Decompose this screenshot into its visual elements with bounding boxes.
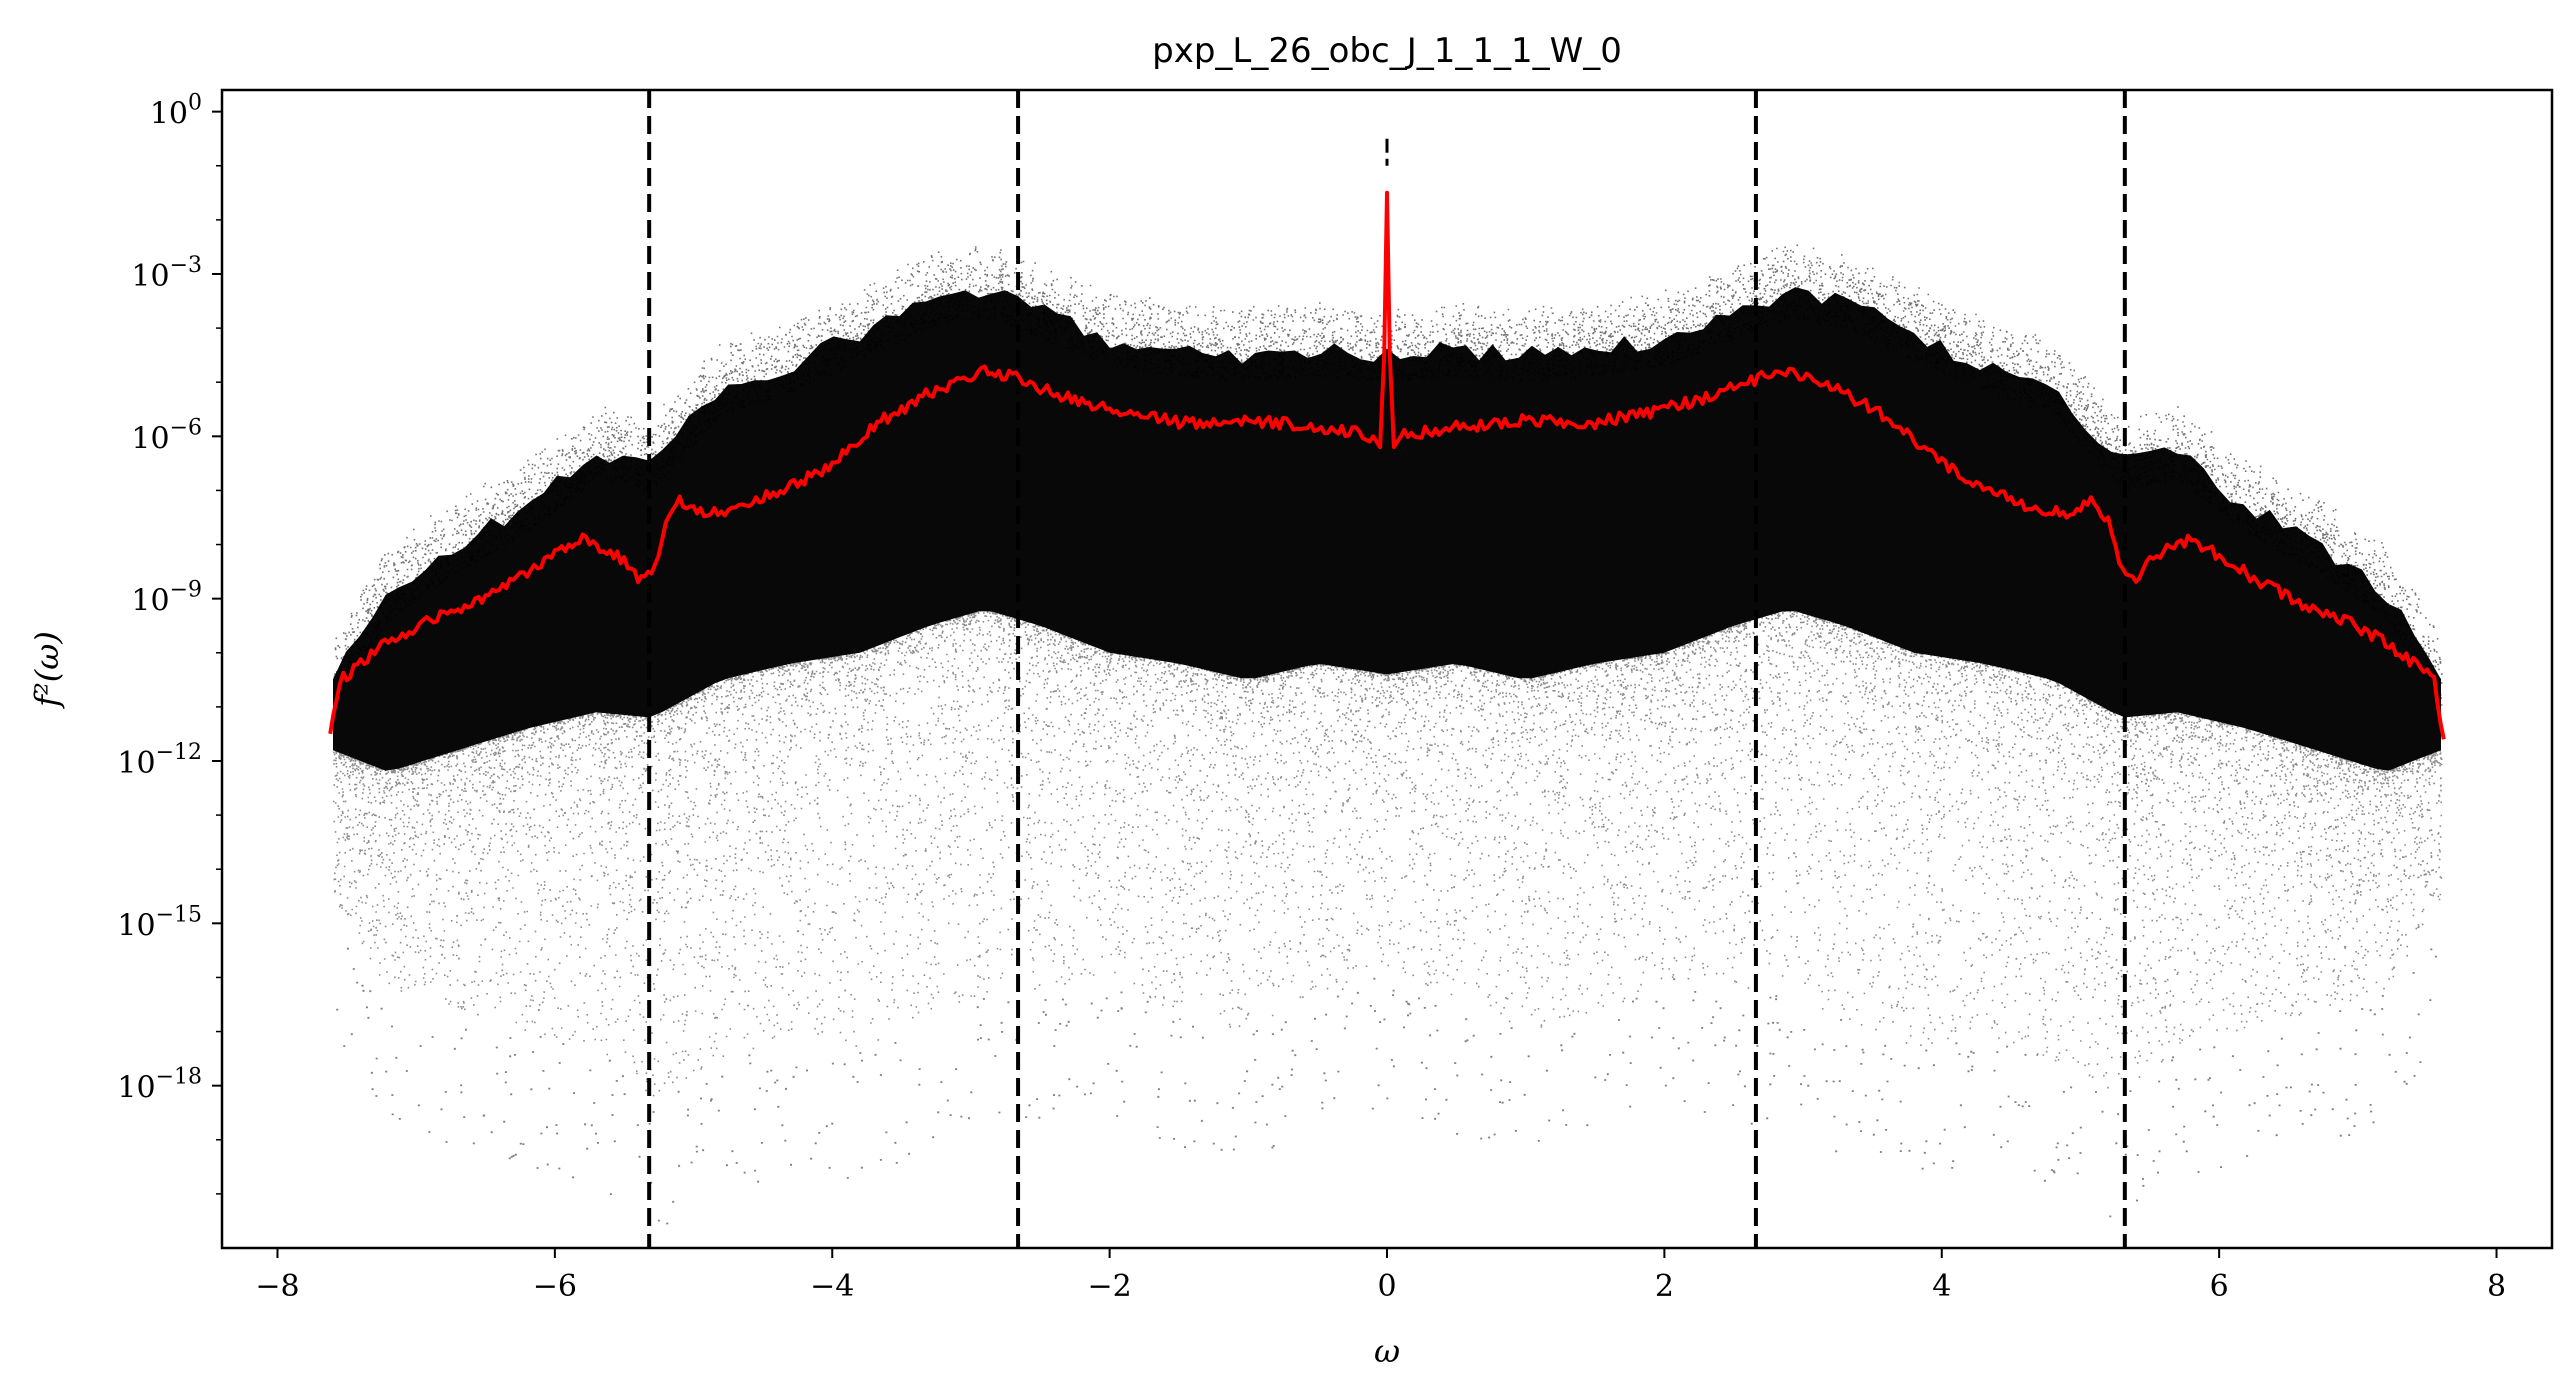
x-tick-label: 4: [1932, 1269, 1951, 1304]
scatter-dense-core: [333, 287, 2441, 771]
chart-title: pxp_L_26_obc_J_1_1_1_W_0: [1152, 31, 1622, 71]
x-tick-label: −2: [1088, 1269, 1132, 1304]
y-tick-label: 10−15: [117, 902, 202, 943]
scatter-lower-tail: [333, 609, 2443, 1097]
running-mean-line: [328, 190, 2446, 740]
axes: −8 −6 −4 −2 0 2 4 6 8 100 10−3 10−6 10−9 10−12 10−15 10…: [117, 88, 2554, 1304]
y-tick-label: 10−12: [117, 740, 202, 781]
x-tick-label: 2: [1655, 1269, 1674, 1304]
y-tick-label: 10−3: [131, 253, 202, 294]
dashed-reference-lines: [647, 90, 2127, 1248]
x-tick-label: 6: [2210, 1269, 2229, 1304]
x-tick-label: −8: [255, 1269, 299, 1304]
y-tick-label: 100: [150, 91, 202, 132]
x-tick-label: 0: [1377, 1269, 1396, 1304]
scatter-series: [333, 138, 2443, 1225]
scatter-outliers: [336, 947, 2437, 1225]
y-tick-label: 10−9: [131, 578, 202, 619]
x-tick-label: −4: [810, 1269, 854, 1304]
x-tick-label: 8: [2487, 1269, 2506, 1304]
y-axis-label: f²(ω): [28, 631, 66, 709]
y-tick-label: 10−18: [117, 1065, 202, 1106]
x-axis-label: ω: [1374, 1332, 1400, 1370]
x-tick-label: −6: [533, 1269, 577, 1304]
running-mean-series: [328, 190, 2446, 740]
y-tick-label: 10−6: [131, 415, 202, 456]
scatter-upper-fringe: [333, 244, 2443, 706]
